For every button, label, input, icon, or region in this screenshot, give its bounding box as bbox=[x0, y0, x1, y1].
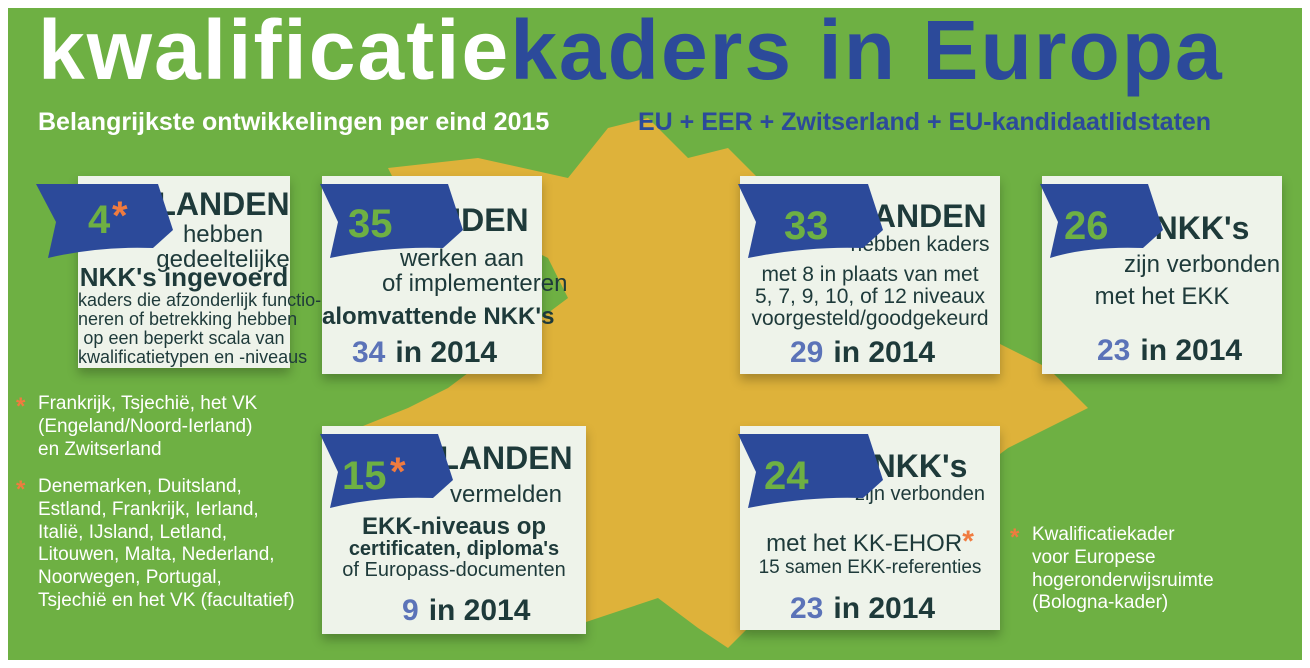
text: kaders die afzonderlijk functio- bbox=[78, 290, 322, 311]
text: hebben kaders bbox=[850, 232, 990, 256]
text: in 2014 bbox=[1140, 334, 1243, 367]
text: 26 bbox=[1064, 204, 1109, 248]
text: 33 bbox=[784, 204, 829, 248]
text: zijn verbonden bbox=[1123, 250, 1281, 278]
text: Italië, IJsland, Letland, bbox=[38, 521, 228, 543]
text: (Bologna-kader) bbox=[1032, 592, 1169, 614]
text: NKK's ingevoerd bbox=[79, 262, 289, 292]
text: 15 bbox=[342, 454, 387, 498]
text: neren of betrekking hebben bbox=[78, 309, 298, 330]
text: 23 bbox=[1097, 334, 1131, 367]
text: hebben bbox=[182, 220, 264, 248]
text: 35 bbox=[348, 202, 393, 246]
text: met 8 in plaats van met bbox=[761, 263, 979, 286]
text: in 2014 bbox=[428, 594, 531, 627]
text: gedeeltelijke bbox=[156, 245, 290, 273]
text: 34 bbox=[352, 336, 386, 369]
text: 29 bbox=[790, 336, 824, 369]
text: * bbox=[390, 450, 406, 494]
text: certificaten, diploma's bbox=[348, 538, 560, 561]
text: met het KK-EHOR bbox=[766, 530, 963, 557]
text: LANDEN bbox=[853, 198, 987, 234]
title: kwalificatiekaders in Europa bbox=[38, 8, 1224, 99]
text: zijn verbonden bbox=[854, 482, 986, 505]
text: 15 samen EKK-referenties bbox=[758, 556, 982, 578]
text: kwalificatietypen en -niveaus bbox=[78, 346, 308, 367]
text: of Europass-documenten bbox=[342, 559, 566, 582]
card: LANDEN hebben kaders met 8 in plaats van … bbox=[740, 176, 1000, 374]
text: Kwalificatiekader bbox=[1032, 524, 1175, 545]
text: Frankrijk, Tsjechië, het VK bbox=[38, 393, 258, 414]
text: op een beperkt scala van bbox=[83, 328, 285, 349]
text: 4 bbox=[88, 198, 111, 242]
text: 5, 7, 9, 10, of 12 niveaux bbox=[755, 285, 985, 309]
text: 23 bbox=[790, 592, 824, 625]
text: 9 bbox=[402, 594, 419, 627]
text: kwalificatie bbox=[38, 8, 511, 97]
text: alomvattende NKK's bbox=[322, 303, 555, 330]
text: Litouwen, Malta, Nederland, bbox=[38, 544, 275, 566]
text: of implementeren bbox=[382, 269, 568, 297]
text: * bbox=[1010, 524, 1020, 551]
footnote: * Frankrijk, Tsjechië, het VK (Engeland/No… bbox=[16, 393, 258, 461]
infographic: kwalificatiekaders in Europa Belangrijks… bbox=[8, 8, 1302, 660]
text: LANDEN bbox=[156, 186, 290, 222]
text: voor Europese bbox=[1032, 546, 1156, 568]
text: kaders in Europa bbox=[510, 8, 1224, 97]
text: Noorwegen, Portugal, bbox=[38, 567, 222, 589]
text: met het EKK bbox=[1094, 283, 1230, 310]
text: in 2014 bbox=[833, 336, 936, 369]
text: EKK-niveaus op bbox=[361, 513, 547, 540]
text: * bbox=[962, 525, 974, 558]
subtitle: EU + EER + Zwitserland + EU-kandidaatlid… bbox=[638, 108, 1212, 136]
text: 24 bbox=[764, 454, 809, 498]
text: LANDEN bbox=[439, 440, 573, 476]
text: LANDEN bbox=[395, 202, 529, 238]
text: (Engeland/Noord-Ierland) bbox=[38, 415, 253, 437]
text: Tsjechië en het VK (facultatief) bbox=[38, 589, 295, 611]
footnote: * Kwalificatiekader voor Europese hogeronde… bbox=[1010, 524, 1214, 615]
text: NKK's bbox=[872, 448, 968, 484]
text: en Zwitserland bbox=[38, 438, 162, 460]
text: Denemarken, Duitsland, bbox=[38, 476, 242, 497]
text: vermelden bbox=[449, 480, 563, 508]
text: in 2014 bbox=[833, 592, 936, 625]
text: voorgesteld/goodgekeurd bbox=[751, 307, 989, 331]
text: hogeronderwijsruimte bbox=[1032, 569, 1214, 591]
text: werken aan bbox=[399, 244, 525, 272]
text: in 2014 bbox=[395, 336, 498, 369]
text: Estland, Frankrijk, Ierland, bbox=[38, 498, 259, 520]
text: NKK's bbox=[1154, 210, 1250, 246]
subtitle: Belangrijkste ontwikkelingen per eind 20… bbox=[38, 108, 550, 136]
text: * bbox=[112, 194, 128, 238]
footnote: * Denemarken, Duitsland, Estland, Frankrij… bbox=[16, 476, 295, 613]
text: * bbox=[16, 393, 26, 420]
text: * bbox=[16, 476, 26, 503]
